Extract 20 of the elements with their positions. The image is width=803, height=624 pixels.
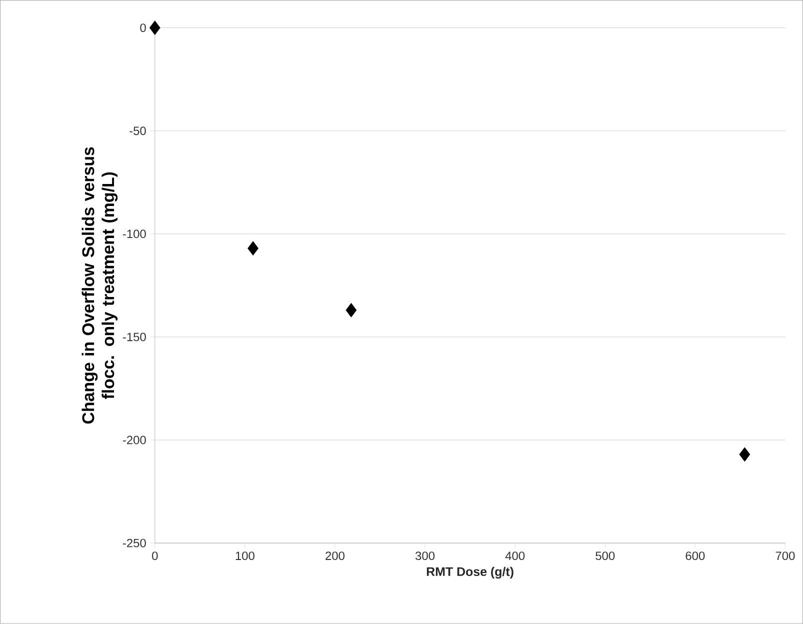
point [248,241,258,256]
x-tick-label: 400 [505,552,525,560]
x-tick-label: 600 [686,552,705,560]
y-tick-label: -50 [130,126,146,136]
point [739,447,750,462]
x-tick-label: 500 [596,552,615,560]
x-tick-label: 200 [326,552,344,560]
y-tick-label: -250 [122,538,146,548]
y-tick-label: 0 [140,24,146,32]
point [346,303,357,318]
x-tick-label: 0 [152,552,158,560]
y-tick-label: -200 [122,436,146,444]
point [149,20,160,36]
x-tick-label: 100 [236,552,254,560]
x-tick-label: 700 [776,552,795,560]
y-axis-title: Change in Overflow Solids versus flocc. only treatment (mg/L) [82,147,118,424]
x-axis-title: RMT Dose (g/t) [426,566,514,579]
y-tick-label: -150 [122,332,146,342]
x-tick-label: 300 [415,552,435,560]
y-tick-label: -100 [122,230,146,238]
